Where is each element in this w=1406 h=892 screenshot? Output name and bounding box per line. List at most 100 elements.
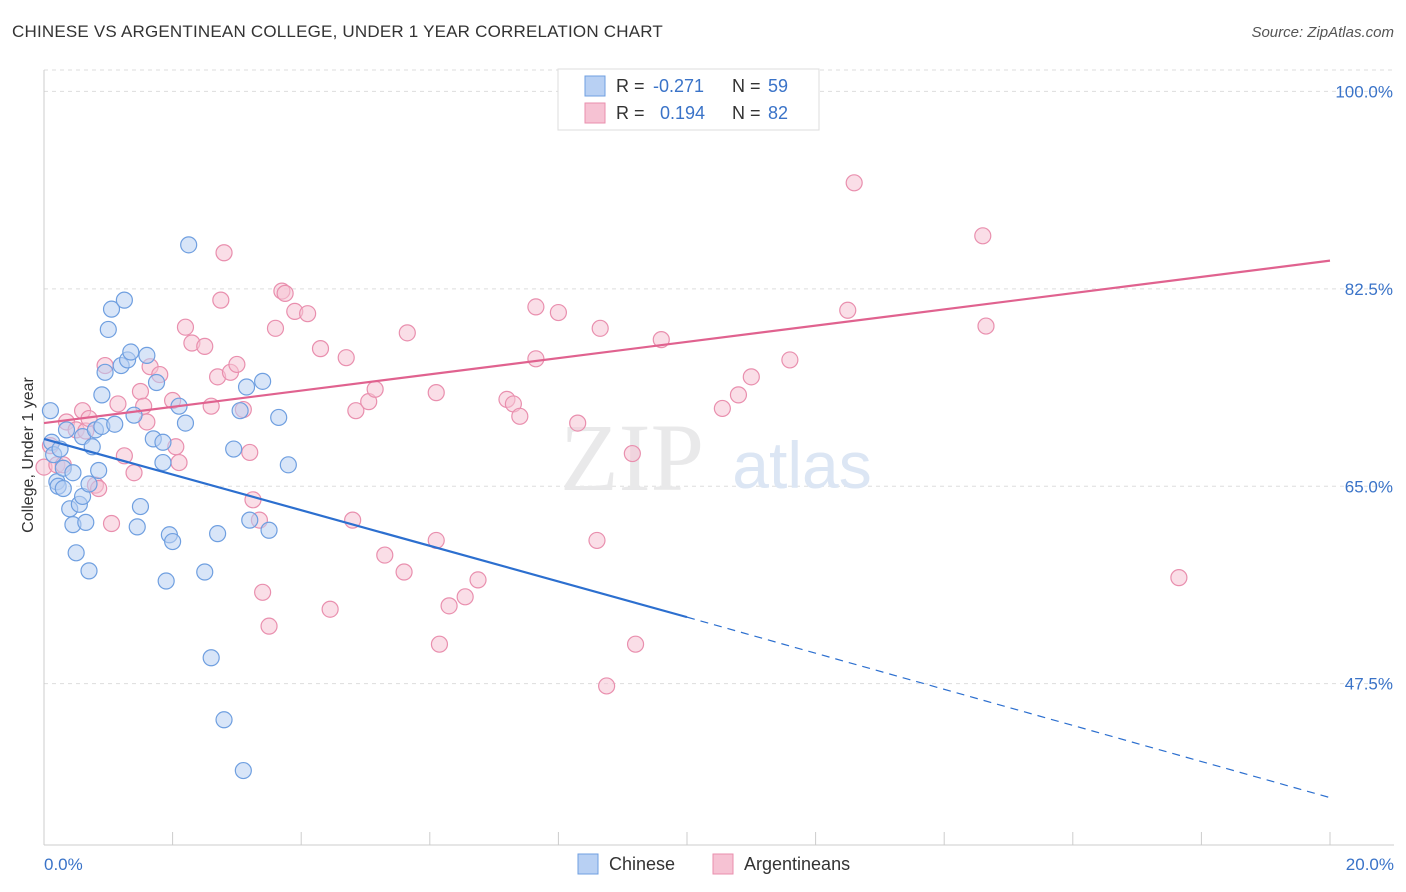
argentinean-point: [212, 291, 230, 309]
chinese-point: [106, 415, 124, 433]
legend-r-label: R =: [616, 103, 645, 123]
argentinean-point: [839, 301, 857, 319]
legend-swatch-chinese: [584, 75, 606, 97]
y-tick-label: 100.0%: [1335, 82, 1393, 101]
chinese-point: [154, 453, 172, 472]
legend-n-label: N =: [732, 76, 761, 96]
chinese-point: [147, 373, 166, 392]
chinese-point: [102, 300, 121, 318]
argentinean-point: [469, 571, 487, 589]
chart-title: CHINESE VS ARGENTINEAN COLLEGE, UNDER 1 …: [12, 22, 663, 41]
watermark-atlas: atlas: [732, 428, 871, 502]
argentinean-point: [1170, 569, 1188, 587]
chinese-point: [93, 386, 111, 404]
chinese-point: [180, 236, 198, 254]
legend-n-value-argentinean: 82: [768, 103, 788, 123]
argentinean-point: [276, 284, 294, 302]
x-tick-marks: [43, 832, 1331, 845]
argentinean-point: [241, 443, 259, 462]
chinese-point: [254, 372, 272, 390]
y-tick-label: 65.0%: [1345, 477, 1393, 496]
y-tick-labels: 47.5% 65.0% 82.5% 100.0%: [1335, 82, 1393, 693]
argentinean-point: [713, 399, 731, 418]
chinese-point: [215, 711, 233, 729]
y-tick-label: 47.5%: [1345, 675, 1393, 694]
legend-r-label: R =: [616, 76, 645, 96]
argentinean-point: [588, 531, 606, 550]
chinese-point: [225, 440, 243, 458]
argentinean-point: [376, 546, 394, 564]
argentinean-point: [549, 303, 568, 322]
argentinean-point: [196, 337, 214, 355]
legend-n-label: N =: [732, 103, 761, 123]
chinese-point: [64, 464, 82, 482]
chinese-point: [176, 414, 195, 432]
watermark: ZIP atlas: [560, 404, 872, 511]
axes: [43, 70, 1394, 846]
x-tick-label-max: 20.0%: [1346, 855, 1394, 874]
argentinean-point: [337, 349, 355, 367]
argentinean-point: [254, 583, 272, 601]
legend-n-value-chinese: 59: [768, 76, 788, 96]
argentinean-point: [569, 414, 587, 432]
chinese-point: [202, 649, 220, 667]
argentinean-point: [366, 380, 384, 398]
grid-lines: [44, 69, 1394, 685]
chinese-points: [41, 236, 297, 780]
x-tick-label-min: 0.0%: [44, 855, 83, 874]
chinese-point: [157, 572, 175, 590]
argentinean-point: [266, 319, 285, 337]
legend-swatch-argentinean: [584, 102, 606, 124]
chinese-point: [57, 421, 76, 439]
argentinean-point: [395, 563, 413, 581]
chinese-point: [115, 291, 133, 309]
argentinean-point: [125, 464, 143, 482]
chinese-point: [138, 346, 156, 365]
argentinean-point: [109, 395, 127, 413]
trend-lines: [43, 259, 1331, 799]
chinese-point: [80, 562, 98, 580]
argentinean-point: [729, 386, 748, 404]
series-legend: Chinese Argentineans: [577, 853, 850, 875]
chinese-point: [125, 406, 143, 424]
argentinean-point: [456, 588, 474, 606]
argentinean-point: [215, 244, 233, 262]
argentinean-point: [427, 384, 445, 402]
y-axis-label: College, Under 1 year: [20, 377, 37, 533]
chinese-trend-line: [43, 437, 688, 619]
chinese-point: [90, 461, 108, 480]
chinese-point: [260, 521, 278, 539]
argentinean-trend-line: [43, 259, 1331, 425]
argentinean-point: [131, 382, 150, 401]
chinese-point: [196, 563, 214, 581]
series-legend-swatch-chinese: [577, 853, 599, 875]
chinese-point: [41, 402, 60, 420]
chinese-point: [154, 433, 172, 451]
argentinean-point: [974, 227, 992, 245]
chinese-point: [67, 544, 85, 562]
chinese-point: [209, 525, 227, 543]
argentinean-point: [170, 453, 188, 472]
chinese-point: [237, 378, 256, 396]
argentinean-point: [598, 677, 616, 695]
argentinean-point: [430, 635, 449, 653]
argentinean-point: [527, 298, 545, 316]
chinese-point: [279, 456, 297, 474]
chinese-point: [234, 761, 252, 780]
argentinean-point: [102, 514, 121, 533]
argentinean-point: [398, 324, 416, 342]
chinese-point: [122, 343, 140, 361]
series-legend-label-chinese: Chinese: [609, 854, 675, 874]
y-tick-label: 82.5%: [1345, 280, 1393, 299]
legend-r-value-chinese: -0.271: [653, 76, 704, 96]
argentinean-point: [591, 319, 609, 337]
chinese-point: [80, 475, 98, 493]
argentinean-point: [511, 407, 529, 425]
argentinean-point: [299, 305, 317, 323]
chinese-trend-extension: [686, 616, 1331, 799]
stats-legend: R = -0.271 N = 59 R = 0.194 N = 82: [557, 68, 820, 131]
chinese-point: [164, 532, 182, 551]
legend-r-value-argentinean: 0.194: [660, 103, 705, 123]
chinese-point: [99, 320, 117, 339]
